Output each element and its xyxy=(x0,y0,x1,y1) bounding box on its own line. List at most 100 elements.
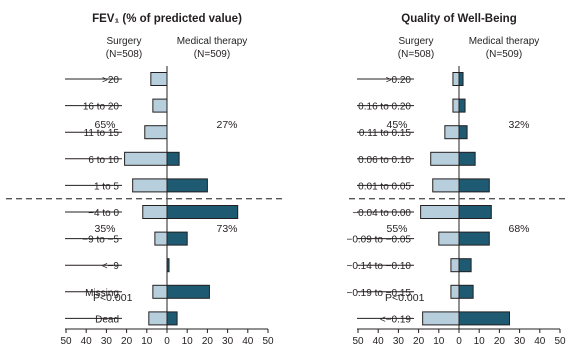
series-label-surgery: Surgery xyxy=(398,36,433,47)
group-label: 65% xyxy=(94,119,115,131)
category-label: >20 xyxy=(102,75,119,86)
panel-2: Quality of Well-Being Surgery (N=508) Medic… xyxy=(346,13,566,347)
series-label-medical: Medical therapy xyxy=(177,36,248,47)
group-label: 27% xyxy=(216,119,237,131)
bar-surgery xyxy=(452,72,460,86)
p-value-label: P<0.001 xyxy=(93,292,133,304)
bar-surgery xyxy=(450,258,460,273)
x-tick-label: 50 xyxy=(262,336,274,347)
x-tick-label: 40 xyxy=(242,336,254,347)
category-label: −4 to 0 xyxy=(88,208,119,219)
x-tick-label: 40 xyxy=(534,336,546,347)
group-label: 55% xyxy=(386,223,407,235)
x-tick-label: 50 xyxy=(60,336,72,347)
series-label-medical: Medical therapy xyxy=(469,36,540,47)
category-label: 0.06 to 0.10 xyxy=(358,155,411,166)
series-n-medical: (N=509) xyxy=(486,49,522,60)
category-label: Missing xyxy=(85,288,119,299)
x-tick-label: 10 xyxy=(182,336,194,347)
category-label: >0.20 xyxy=(386,75,412,86)
category-label: −0.09 to −0.05 xyxy=(346,235,411,246)
bar-medical xyxy=(166,231,188,246)
category-label: −9 to −5 xyxy=(82,235,119,246)
x-tick-label: 20 xyxy=(413,336,425,347)
panel-title: Quality of Well-Being xyxy=(401,13,516,25)
category-label: −0.14 to −0.10 xyxy=(346,261,411,272)
series-label-surgery: Surgery xyxy=(106,36,141,47)
bar-surgery xyxy=(430,151,460,166)
bar-medical xyxy=(458,178,490,193)
category-label: 6 to 10 xyxy=(88,155,119,166)
bar-surgery xyxy=(132,178,168,193)
bar-surgery xyxy=(420,205,460,219)
bar-medical xyxy=(458,311,510,326)
bar-surgery xyxy=(150,72,168,86)
group-label: 35% xyxy=(94,223,115,235)
bar-surgery xyxy=(144,125,168,140)
group-label: 73% xyxy=(216,223,237,235)
x-tick-label: 30 xyxy=(222,336,234,347)
bar-surgery xyxy=(124,151,168,166)
bar-surgery xyxy=(154,231,168,246)
x-tick-label: 20 xyxy=(121,336,133,347)
panel-title: FEV₁ (% of predicted value) xyxy=(92,13,242,25)
bar-medical xyxy=(166,178,208,193)
x-tick-label: 20 xyxy=(494,336,506,347)
bar-medical xyxy=(166,205,239,219)
category-label: 0.01 to 0.05 xyxy=(358,181,411,192)
bar-surgery xyxy=(452,98,460,113)
category-label: Dead xyxy=(95,314,119,325)
category-label: −0.19 to −0.15 xyxy=(346,288,411,299)
bar-surgery xyxy=(432,178,460,193)
x-tick-label: 50 xyxy=(554,336,566,347)
category-label: 0.16 to 0.20 xyxy=(358,102,411,113)
group-label: 32% xyxy=(508,119,529,131)
category-label: <−0.19 xyxy=(380,314,412,325)
bar-surgery xyxy=(422,311,460,326)
bar-surgery xyxy=(152,98,168,113)
bar-surgery xyxy=(148,311,168,326)
bar-medical xyxy=(458,284,474,299)
x-tick-label: 30 xyxy=(101,336,113,347)
group-label: 45% xyxy=(386,119,407,131)
series-n-medical: (N=509) xyxy=(194,49,230,60)
bar-medical xyxy=(458,151,476,166)
category-label: 0.11 to 0.15 xyxy=(359,128,412,139)
x-tick-label: 30 xyxy=(514,336,526,347)
bar-medical xyxy=(458,98,466,113)
p-value-label: P<0.001 xyxy=(385,292,425,304)
group-label: 68% xyxy=(508,223,529,235)
bar-medical xyxy=(458,125,468,140)
series-n-surgery: (N=508) xyxy=(106,49,142,60)
category-label: −0.04 to 0.00 xyxy=(352,208,411,219)
bar-medical xyxy=(166,284,210,299)
bar-medical xyxy=(458,258,472,273)
category-label: 1 to 5 xyxy=(94,181,119,192)
x-tick-label: 40 xyxy=(81,336,93,347)
series-n-surgery: (N=508) xyxy=(398,49,434,60)
bar-surgery xyxy=(444,125,460,140)
x-tick-label: 20 xyxy=(202,336,214,347)
bar-surgery xyxy=(142,205,168,219)
x-tick-label: 10 xyxy=(141,336,153,347)
panel-1: FEV₁ (% of predicted value) Surgery (N=508… xyxy=(6,13,282,347)
bar-medical xyxy=(458,231,490,246)
x-tick-label: 0 xyxy=(456,336,462,347)
category-label: <−9 xyxy=(102,261,120,272)
category-label: 11 to 15 xyxy=(84,128,120,139)
x-tick-label: 50 xyxy=(352,336,364,347)
bar-medical xyxy=(166,151,180,166)
bar-medical xyxy=(166,311,178,326)
bar-surgery xyxy=(152,284,168,299)
bar-surgery xyxy=(438,231,460,246)
x-tick-label: 10 xyxy=(474,336,486,347)
bar-medical xyxy=(458,72,464,86)
bar-medical xyxy=(458,205,492,219)
x-tick-label: 40 xyxy=(373,336,385,347)
x-tick-label: 0 xyxy=(164,336,170,347)
x-tick-label: 10 xyxy=(433,336,445,347)
bar-surgery xyxy=(450,284,460,299)
x-tick-label: 30 xyxy=(393,336,405,347)
category-label: 16 to 20 xyxy=(83,102,120,113)
